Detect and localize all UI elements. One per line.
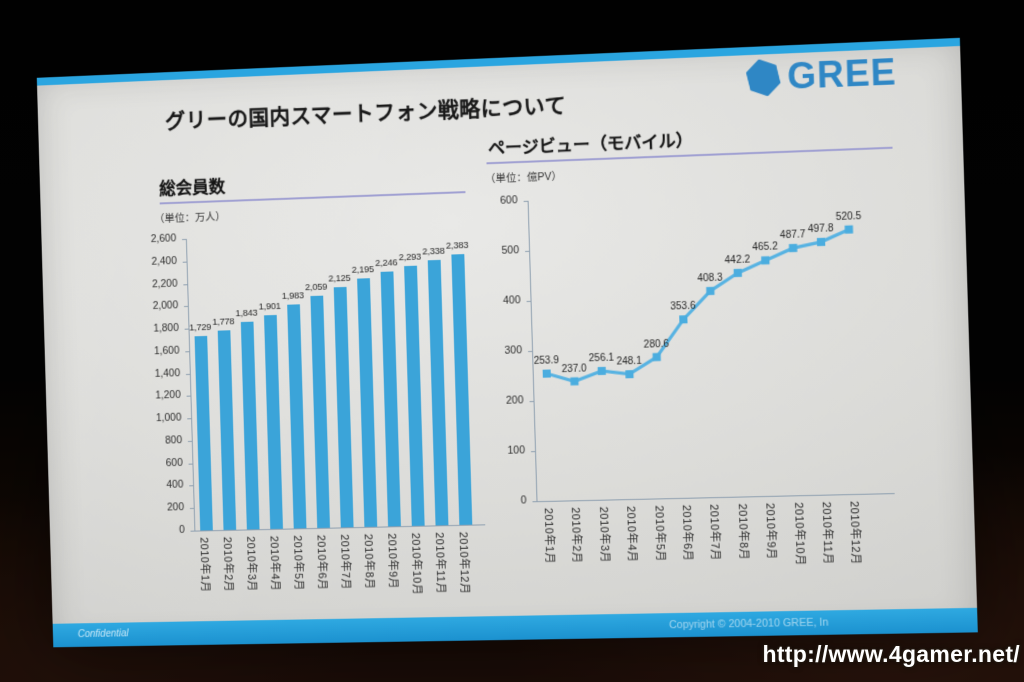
y-axis-tick-label: 600 [165, 456, 183, 469]
point-value-label: 465.2 [752, 241, 778, 254]
x-axis-category-label: 2010年12月 [847, 500, 863, 565]
point-value-label: 497.8 [807, 223, 834, 236]
gree-logo-text: GREE [786, 50, 898, 97]
confidential-label: Confidential [77, 628, 129, 641]
x-axis-category-label: 2010年6月 [679, 504, 694, 562]
point-value-label: 520.5 [835, 210, 862, 223]
line-marker-icon [625, 370, 634, 379]
x-axis-category-label: 2010年10月 [409, 532, 423, 596]
4gamer-watermark: http://www.4gamer.net/ [762, 641, 1020, 667]
members-chart: 総会員数 （単位：万人） 0 200 400 600 800 1,000 1,200 1,40… [140, 162, 498, 614]
bar [309, 295, 330, 528]
point-value-label: 442.2 [724, 254, 751, 267]
bar [403, 265, 425, 526]
y-axis-tick-label: 400 [166, 479, 184, 492]
y-axis-tick-label: 0 [178, 523, 185, 536]
bar [450, 253, 472, 525]
x-axis-category-label: 2010年1月 [541, 507, 556, 565]
x-axis-category-label: 2010年3月 [596, 506, 611, 564]
line-marker-icon [706, 286, 715, 296]
copyright-label: Copyright © 2004-2010 GREE, In [668, 616, 829, 632]
bar [356, 278, 377, 527]
slide-title: グリーの国内スマートフォン戦略について [164, 94, 567, 134]
x-axis-category-label: 2010年1月 [197, 537, 211, 593]
y-axis-tick-label: 2,200 [151, 277, 178, 290]
line-marker-icon [542, 369, 551, 378]
y-axis-tick-label: 1,400 [154, 366, 181, 380]
x-axis-category-label: 2010年11月 [432, 532, 447, 595]
y-axis-tick-label: 1,600 [153, 344, 180, 358]
x-axis-category-label: 2010年2月 [220, 536, 235, 593]
x-axis-category-label: 2010年11月 [819, 501, 834, 565]
pageviews-plot: 0 100 200 300 400 500 600 253.9 2010年1月 237.0 2010… [479, 172, 938, 586]
y-axis-tick-label: 1,000 [155, 411, 182, 425]
x-axis-category-label: 2010年7月 [338, 534, 352, 591]
x-axis-category-label: 2010年9月 [763, 502, 778, 560]
line-marker-icon [597, 366, 606, 376]
x-axis-category-label: 2010年5月 [290, 535, 305, 592]
bar [427, 259, 448, 526]
point-value-label: 237.0 [561, 362, 587, 375]
bar [217, 329, 236, 530]
y-axis-tick-label: 800 [164, 434, 183, 447]
bar [194, 336, 213, 531]
bar [333, 286, 354, 528]
x-axis-category-label: 2010年4月 [267, 535, 281, 592]
x-axis-category-label: 2010年10月 [791, 502, 806, 567]
y-axis-tick-label: 2,400 [151, 254, 178, 268]
x-axis-category-label: 2010年8月 [361, 533, 376, 590]
point-value-label: 408.3 [697, 272, 723, 285]
bar-value-label: 2,383 [445, 239, 469, 252]
x-axis-category-label: 2010年4月 [624, 505, 639, 563]
x-axis-category-label: 2010年9月 [385, 533, 399, 590]
y-axis-tick-label: 2,600 [150, 232, 177, 246]
point-value-label: 248.1 [616, 355, 642, 368]
line-marker-icon [652, 352, 661, 362]
x-axis-category-label: 2010年5月 [652, 505, 666, 563]
line-marker-icon [679, 315, 688, 324]
point-value-label: 280.6 [643, 338, 670, 351]
gree-hexagon-icon [742, 55, 784, 101]
bar [263, 314, 283, 529]
x-axis-category-label: 2010年3月 [244, 536, 258, 592]
pageviews-line-svg [479, 172, 926, 506]
y-axis-tick-label: 1,800 [153, 322, 179, 335]
members-plot: 0 200 400 600 800 1,000 1,200 1,400 1,600 1,800 2,… [141, 216, 498, 614]
x-axis-category-label: 2010年7月 [707, 504, 722, 562]
bar [286, 304, 306, 529]
y-axis-line [185, 238, 196, 531]
y-axis-tick-label: 200 [166, 501, 185, 514]
x-axis-category-label: 2010年8月 [735, 503, 750, 561]
line-marker-icon [570, 377, 579, 386]
x-axis-category-label: 2010年12月 [456, 531, 471, 595]
x-axis-category-label: 2010年2月 [569, 507, 583, 564]
y-axis-tick-label: 2,000 [152, 299, 179, 313]
point-value-label: 353.6 [670, 300, 696, 313]
y-axis-tick-label: 1,200 [155, 389, 181, 402]
bar [380, 271, 401, 527]
gree-logo: GREE [746, 50, 898, 98]
x-axis-category-label: 2010年6月 [314, 534, 328, 591]
bar [240, 321, 260, 530]
pageviews-chart: ページビュー（モバイル） （単位：億PV） 0 100 200 300 400 500 60… [478, 117, 939, 586]
